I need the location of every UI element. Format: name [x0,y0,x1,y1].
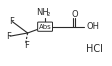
Text: 2: 2 [47,12,50,17]
FancyBboxPatch shape [38,22,53,31]
Text: F: F [7,32,11,41]
Text: Abs: Abs [39,24,51,30]
Text: O: O [71,10,78,19]
Text: F: F [24,41,29,50]
Text: F: F [9,17,14,26]
Text: OH: OH [86,22,99,31]
Text: HCl: HCl [86,44,103,54]
Text: NH: NH [36,8,49,17]
